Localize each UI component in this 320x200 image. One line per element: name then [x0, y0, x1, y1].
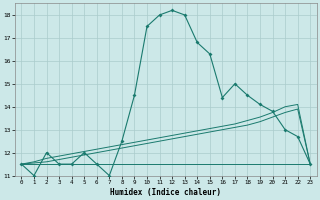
X-axis label: Humidex (Indice chaleur): Humidex (Indice chaleur) [110, 188, 221, 197]
